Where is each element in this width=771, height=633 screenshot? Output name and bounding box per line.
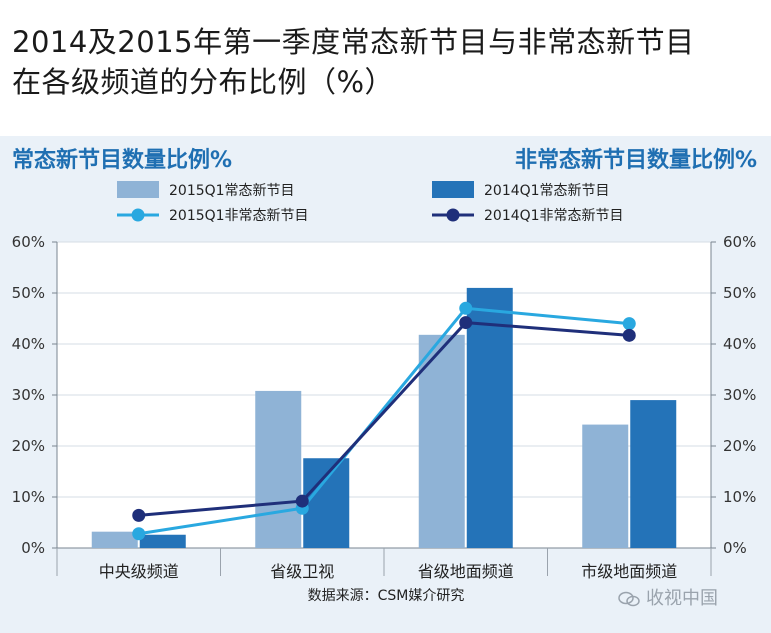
chart-title-line-1: 2014及2015年第一季度常态新节目与非常态新节目 — [12, 25, 695, 59]
y-tick-label-right: 0% — [723, 539, 747, 557]
x-category-label: 省级地面频道 — [418, 562, 514, 581]
bar-2014q1-regular — [139, 534, 186, 548]
chart-title: 2014及2015年第一季度常态新节目与非常态新节目 在各级频道的分布比例（%） — [12, 22, 695, 102]
legend-2015q1-regular-swatch — [117, 181, 159, 198]
watermark-text: 收视中国 — [646, 588, 718, 609]
line-2015q1-irregular — [138, 306, 630, 536]
bar-2015q1-regular — [582, 424, 629, 548]
x-category-label: 市级地面频道 — [581, 562, 677, 581]
point-2015q1-irregular — [132, 527, 146, 541]
line-2014q1-irregular — [138, 321, 630, 517]
y-tick-label-left: 50% — [12, 284, 45, 302]
bar-2014q1-regular — [466, 287, 513, 548]
watermark: 收视中国 — [618, 584, 718, 610]
y-tick-label-left: 60% — [12, 233, 45, 251]
y-tick-label-left: 30% — [12, 386, 45, 404]
y-tick-label-left: 40% — [12, 335, 45, 353]
legend-2015q1-regular-label: 2015Q1常态新节目 — [169, 183, 295, 199]
y-tick-label-left: 0% — [21, 539, 45, 557]
bar-2015q1-regular — [418, 334, 465, 548]
wechat-icon — [618, 591, 640, 607]
legend-2014q1-irregular-label: 2014Q1非常态新节目 — [484, 208, 624, 224]
legend-2014q1-regular-swatch — [432, 181, 474, 198]
y-tick-label-right: 60% — [723, 233, 756, 251]
legend-2014q1-regular-label: 2014Q1常态新节目 — [484, 183, 610, 199]
y-tick-label-right: 50% — [723, 284, 756, 302]
point-2014q1-irregular — [622, 328, 636, 342]
y-tick-label-left: 20% — [12, 437, 45, 455]
bar-2015q1-regular — [255, 390, 302, 548]
x-category-label: 中央级频道 — [99, 562, 179, 581]
x-category-label: 省级卫视 — [270, 562, 334, 581]
y-tick-label-right: 10% — [723, 488, 756, 506]
legend-2015q1-irregular-swatch-marker — [131, 208, 145, 222]
y-tick-label-right: 40% — [723, 335, 756, 353]
point-2014q1-irregular — [132, 508, 146, 522]
chart-title-line-2: 在各级频道的分布比例（%） — [12, 65, 395, 99]
y-tick-label-right: 20% — [723, 437, 756, 455]
chart-source: 数据来源：CSM媒介研究 — [308, 588, 465, 604]
bar-2014q1-regular — [303, 458, 350, 548]
point-2014q1-irregular — [295, 494, 309, 508]
legend-2014q1-irregular-swatch-marker — [446, 208, 460, 222]
y-axis-label-left: 常态新节目数量比例% — [12, 148, 233, 173]
legend-2015q1-irregular-label: 2015Q1非常态新节目 — [169, 208, 309, 224]
y-axis-label-right: 非常态新节目数量比例% — [514, 148, 757, 173]
y-tick-label-right: 30% — [723, 386, 756, 404]
point-2014q1-irregular — [459, 316, 473, 330]
point-2015q1-irregular — [622, 317, 636, 331]
y-tick-label-left: 10% — [12, 488, 45, 506]
bar-2015q1-regular — [91, 531, 138, 548]
point-2015q1-irregular — [459, 301, 473, 315]
bar-2014q1-regular — [630, 400, 677, 548]
